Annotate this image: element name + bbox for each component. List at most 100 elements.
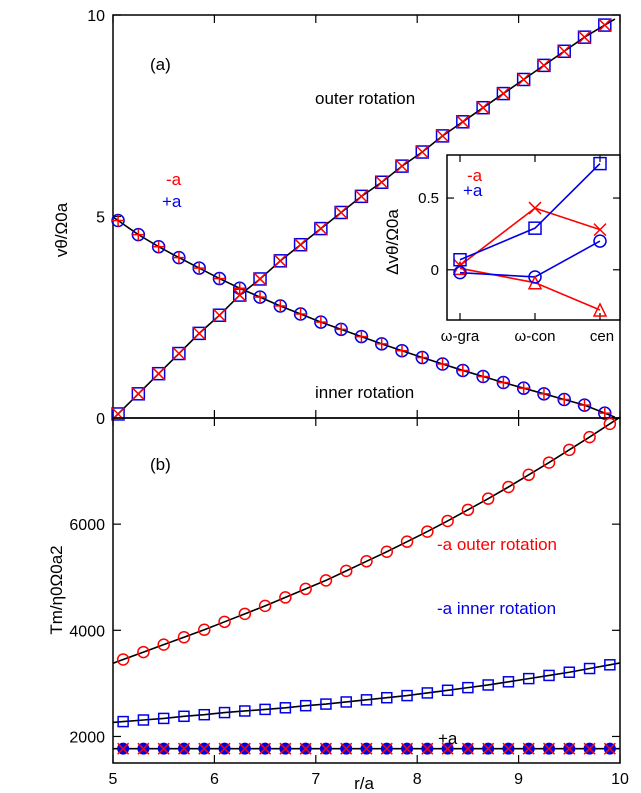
panel-b-point-minus_inner <box>299 699 312 712</box>
panel-a-point-inner_minus <box>233 282 246 295</box>
panel-a-point-inner_minus <box>416 351 429 364</box>
panel-b-point-minus_outer <box>441 514 454 528</box>
panel-a-point-outer_plus <box>293 237 308 252</box>
inset-ytick-label: 0 <box>431 262 439 279</box>
panel-a-point-outer_plus <box>435 129 450 143</box>
panel-b-point-minus_inner <box>320 698 332 710</box>
panel-a-point-outer_minus <box>131 387 145 401</box>
panel-a-point-outer_plus <box>131 387 146 401</box>
panel-a-ytick-label: 5 <box>96 210 105 227</box>
panel-b-point-minus_inner <box>340 696 352 708</box>
panel-b-label: (b) <box>150 455 171 474</box>
panel-b-point-minus_inner <box>137 714 150 726</box>
panel-a-point-outer_minus <box>415 145 429 159</box>
panel-b-point-plus_cross <box>259 742 272 755</box>
panel-b-point-plus_cross <box>319 742 332 755</box>
panel-a-point-inner_minus <box>598 407 611 420</box>
inset-category-label: ω-gra <box>441 328 480 345</box>
panel-a-point-outer_minus <box>395 159 409 173</box>
panel-a-point-outer_plus <box>516 72 531 87</box>
panel-b-point-plus_cross <box>137 742 150 755</box>
panel-a-point-inner_minus <box>355 330 368 343</box>
panel-a-point-outer_minus <box>436 129 450 143</box>
panel-a-point-inner_minus <box>477 370 490 383</box>
inset-markers <box>452 156 608 317</box>
inset-ylabel: Δvθ/Ω0a <box>383 209 402 275</box>
panel-b-xtick-label: 10 <box>611 771 629 788</box>
panel-b-point-minus_inner <box>259 703 271 716</box>
panel-a-point-inner_minus <box>172 251 185 264</box>
legend-plus-a: +a <box>162 192 182 211</box>
inset-legend-plus-a: +a <box>463 181 483 200</box>
panel-b-xtick-label: 9 <box>514 771 523 788</box>
panel-b-point-minus_outer <box>177 630 191 644</box>
panel-a-point-outer_minus <box>273 254 287 268</box>
minus-a-inner-rotation-label: -a inner rotation <box>437 599 556 618</box>
panel-a-point-outer_minus <box>577 30 592 44</box>
panel-b-point-minus_outer <box>116 653 130 666</box>
panel-b-point-minus_outer <box>157 638 170 651</box>
panel-b-point-minus_inner <box>543 669 555 682</box>
panel-a-point-inner_minus <box>132 228 145 241</box>
panel-b-point-plus_cross <box>522 742 535 755</box>
panel-b-point-minus_inner <box>482 679 494 691</box>
panel-b-fit-minus_outer <box>112 416 621 664</box>
panel-a-point-outer_plus <box>496 86 511 101</box>
inset-frame <box>446 154 621 321</box>
inset-point-plus_inner <box>453 265 467 280</box>
panel-a-ylabel: vθ/Ω0a <box>52 202 71 257</box>
panel-b-point-minus_inner <box>421 687 434 699</box>
panel-a-point-outer_plus <box>354 189 369 204</box>
panel-b: 2000 4000 6000 5 6 7 8 9 10 (b) -a outer rotatio… <box>47 416 629 793</box>
panel-a-point-inner_minus <box>375 337 388 350</box>
panel-b-xlabel: r/a <box>354 774 374 793</box>
panel-b-point-minus_outer <box>339 564 353 578</box>
panel-b-xtick-label: 7 <box>311 771 320 788</box>
panel-b-point-plus_cross <box>563 742 576 755</box>
panel-b-point-minus_outer <box>279 591 292 604</box>
panel-b-xtick-label: 8 <box>413 771 422 788</box>
panel-b-point-minus_outer <box>522 468 535 482</box>
panel-a-label: (a) <box>150 55 171 74</box>
panel-b-point-minus_outer <box>258 599 272 613</box>
panel-b-point-minus_outer <box>603 417 617 431</box>
panel-a-point-outer_plus <box>374 175 389 189</box>
inset-panel: 0 0.5 ω-gra ω-con cen -a +a Δvθ/Ω0a <box>383 154 621 345</box>
inset-point-plus_inner <box>528 270 542 284</box>
panel-a-point-outer_plus <box>151 366 166 381</box>
panel-a-point-outer_plus <box>537 58 551 73</box>
inset-point-plus_inner <box>593 234 607 248</box>
panel-b-ytick-label: 4000 <box>69 623 105 640</box>
panel-b-point-minus_outer <box>198 623 211 637</box>
panel-a-point-outer_plus <box>577 30 592 44</box>
panel-b-point-plus_cross <box>279 742 292 755</box>
panel-b-point-plus_cross <box>299 742 312 755</box>
panel-a-point-outer_plus <box>334 205 348 220</box>
panel-b-point-minus_inner <box>462 681 474 694</box>
panel-a-point-inner_minus <box>537 387 550 400</box>
panel-a-point-inner_minus <box>112 214 125 227</box>
inset-category-label: cen <box>590 328 614 345</box>
panel-b-point-minus_inner <box>583 662 596 675</box>
panel-b-xtick-label: 5 <box>109 771 118 788</box>
panel-b-point-minus_outer <box>218 615 231 629</box>
panel-b-markers <box>116 417 617 755</box>
panel-a: 0 5 10 (a) outer rotation inner rotation -… <box>52 8 621 428</box>
panel-b-point-plus_cross <box>238 742 251 755</box>
panel-a-point-inner_minus <box>578 399 591 412</box>
panel-a-point-outer_minus <box>354 189 368 203</box>
panel-a-point-outer_plus <box>273 254 288 268</box>
panel-b-point-plus_cross <box>380 742 393 755</box>
inset-ticks: 0 0.5 ω-gra ω-con cen <box>418 155 620 345</box>
panel-a-point-inner_minus <box>436 357 449 370</box>
panel-a-point-outer_minus <box>476 101 490 115</box>
panel-a-point-outer_plus <box>456 115 470 129</box>
panel-b-point-minus_inner <box>401 689 413 702</box>
panel-b-point-minus_inner <box>117 715 129 728</box>
inset-category-label: ω-con <box>515 328 556 345</box>
plus-a-label: +a <box>438 729 458 748</box>
panel-b-point-minus_inner <box>198 708 211 721</box>
outer-rotation-label: outer rotation <box>315 89 415 108</box>
panel-a-point-outer_plus <box>598 18 612 32</box>
